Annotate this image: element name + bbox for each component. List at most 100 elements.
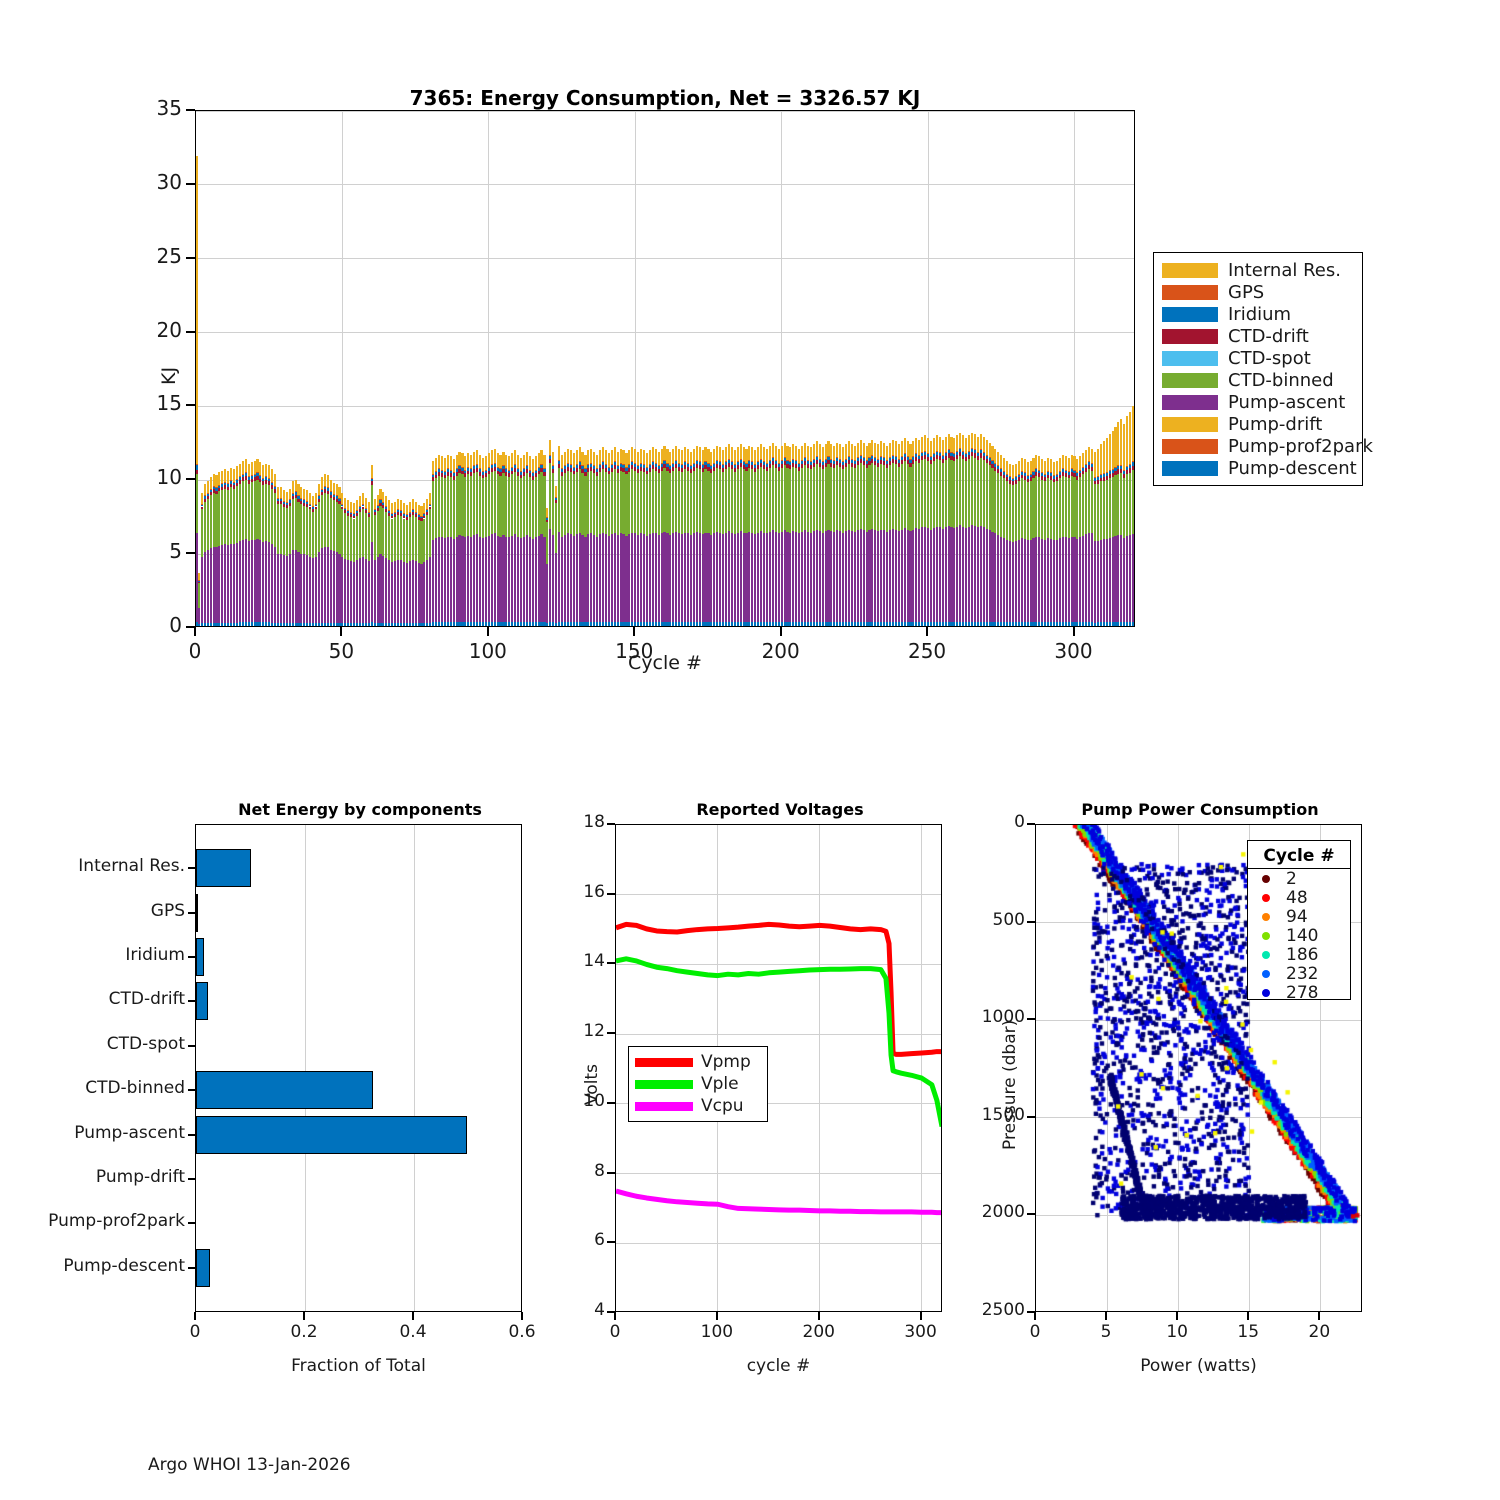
bar-segment xyxy=(982,452,985,457)
x-tick-mark xyxy=(1072,627,1075,636)
legend-item[interactable]: 278 xyxy=(1248,983,1350,1003)
bar-segment xyxy=(938,527,941,622)
stacked-bar xyxy=(282,490,285,626)
bar-segment xyxy=(478,454,482,469)
legend-item[interactable]: Iridium xyxy=(1154,303,1362,325)
x-tick-mark xyxy=(303,1312,305,1320)
bar-segment xyxy=(1047,538,1050,623)
stacked-bar xyxy=(962,435,965,626)
stacked-bar xyxy=(238,463,241,626)
main-chart-legend[interactable]: Internal Res. GPS Iridium CTD-drift CTD-spot… xyxy=(1153,252,1373,486)
stacked-bar xyxy=(827,441,830,626)
bar-segment xyxy=(924,435,927,451)
bar-segment xyxy=(350,511,353,513)
bar-segment xyxy=(558,531,561,623)
bar-segment xyxy=(382,505,385,509)
legend-item[interactable]: CTD-binned xyxy=(1154,369,1362,391)
legend-item[interactable]: Pump-descent xyxy=(1154,457,1362,479)
stacked-bar xyxy=(710,451,713,626)
bar-segment xyxy=(1096,622,1099,626)
bar-segment xyxy=(821,462,824,466)
legend-item[interactable]: Vple xyxy=(629,1073,767,1095)
bar-segment xyxy=(440,470,444,474)
bar-segment xyxy=(678,533,681,623)
bar-segment xyxy=(883,442,886,458)
bar-segment xyxy=(754,622,757,626)
x-gridline xyxy=(488,111,490,626)
bar-segment xyxy=(1032,457,1035,471)
bar-segment xyxy=(511,466,514,468)
bar-segment xyxy=(830,444,833,459)
bar-segment xyxy=(663,445,666,461)
bar-segment xyxy=(1091,448,1094,463)
bar-segment xyxy=(763,461,766,463)
bar-segment xyxy=(657,469,660,474)
bar-segment xyxy=(473,622,476,626)
bar-segment xyxy=(660,470,663,534)
x-tick-label: 0 xyxy=(189,1322,201,1342)
main-chart-title: 7365: Energy Consumption, Net = 3326.57 … xyxy=(409,86,921,110)
legend-item[interactable]: 2 xyxy=(1248,869,1350,889)
bar-segment xyxy=(350,623,353,626)
bar-segment xyxy=(953,453,956,458)
bar-segment xyxy=(303,554,306,623)
bar-segment xyxy=(1102,476,1105,481)
legend-item[interactable]: GPS xyxy=(1154,281,1362,303)
bar-segment xyxy=(481,622,485,626)
legend-item[interactable]: 186 xyxy=(1248,945,1350,965)
bar-segment xyxy=(461,453,464,467)
bar-segment xyxy=(836,461,839,466)
legend-item[interactable]: 232 xyxy=(1248,964,1350,984)
pump-power-legend[interactable]: Cycle #2 48 94 140 186 232 278 xyxy=(1247,840,1351,1003)
legend-item[interactable]: Vpmp xyxy=(629,1051,767,1073)
bar-segment xyxy=(212,622,215,626)
bar-segment xyxy=(988,442,991,458)
bar-segment xyxy=(713,466,716,471)
bar-segment xyxy=(903,457,906,462)
legend-item[interactable]: Vcpu xyxy=(629,1095,767,1117)
bar-segment xyxy=(282,623,285,626)
bar-segment xyxy=(1111,469,1114,470)
legend-item[interactable]: Pump-ascent xyxy=(1154,391,1362,413)
voltages-legend[interactable]: Vpmp Vple Vcpu xyxy=(628,1046,768,1122)
bar-segment xyxy=(329,497,332,550)
stacked-bar xyxy=(1096,448,1099,626)
bar-segment xyxy=(724,532,728,623)
y-tick-mark xyxy=(188,1266,195,1269)
bar-segment xyxy=(581,466,584,470)
bar-segment xyxy=(924,621,927,626)
legend-item[interactable]: Pump-drift xyxy=(1154,413,1362,435)
stacked-bar xyxy=(417,504,420,626)
bar-segment xyxy=(839,458,842,460)
bar-segment xyxy=(789,622,792,626)
bar-segment xyxy=(221,490,224,546)
bar-segment xyxy=(373,559,376,624)
bar-segment xyxy=(786,464,789,468)
legend-item[interactable]: 140 xyxy=(1248,926,1350,946)
legend-item[interactable]: Internal Res. xyxy=(1154,259,1362,281)
legend-divider xyxy=(1248,868,1350,869)
stacked-bar xyxy=(956,435,959,626)
stacked-bar xyxy=(727,444,730,626)
stacked-bar xyxy=(856,442,859,626)
bar-segment xyxy=(332,622,335,626)
bar-segment xyxy=(979,434,982,450)
bar-segment xyxy=(830,531,833,623)
bar-segment xyxy=(417,519,420,563)
legend-item[interactable]: 94 xyxy=(1248,907,1350,927)
bar-segment xyxy=(622,467,625,472)
legend-item[interactable]: CTD-spot xyxy=(1154,347,1362,369)
bar-segment xyxy=(320,622,323,626)
legend-item[interactable]: 48 xyxy=(1248,888,1350,908)
bar-segment xyxy=(906,621,909,626)
bar-segment xyxy=(789,465,792,470)
stacked-bar xyxy=(566,448,569,626)
legend-item[interactable]: Pump-prof2park xyxy=(1154,435,1373,457)
bar-segment xyxy=(543,471,546,476)
bar-segment xyxy=(909,458,912,460)
bar-segment xyxy=(203,498,206,502)
legend-item[interactable]: CTD-drift xyxy=(1154,325,1362,347)
stacked-bar xyxy=(593,451,596,626)
legend-color-swatch xyxy=(1262,874,1270,883)
bar-segment xyxy=(326,487,329,488)
